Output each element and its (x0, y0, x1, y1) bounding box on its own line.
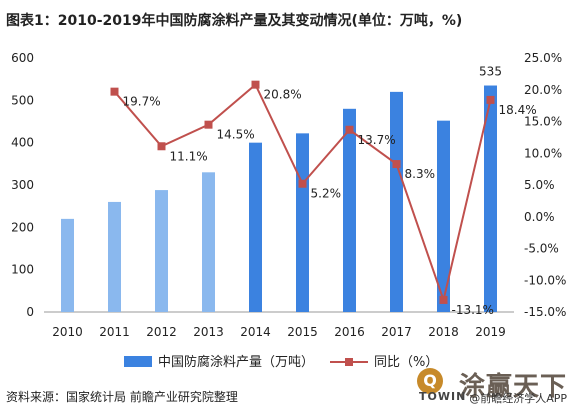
brand-logo-text: TOWIN (419, 390, 467, 403)
brand-watermark: Q 涂赢天下 TOWIN @前瞻经济学人APP (417, 366, 567, 414)
bar-2017 (390, 91, 403, 312)
x-tick-label: 2013 (193, 325, 224, 339)
x-tick-label: 2016 (334, 325, 365, 339)
y-left-tick-label: 500 (11, 93, 34, 107)
growth-point-2011 (110, 87, 119, 96)
growth-point-2013 (204, 120, 213, 129)
y-left-tick-label: 200 (11, 220, 34, 234)
bar-2014 (249, 142, 262, 312)
bar-2015 (296, 133, 309, 312)
growth-data-label: 19.7% (123, 95, 161, 109)
y-left-tick-label: 600 (11, 51, 34, 65)
x-tick-label: 2011 (99, 325, 130, 339)
growth-data-label: 13.7% (358, 133, 396, 147)
bar-2010 (61, 218, 74, 312)
y-left-tick-label: 300 (11, 178, 34, 192)
legend-bar-label: 中国防腐涂料产量（万吨） (158, 354, 314, 370)
x-tick-label: 2019 (475, 325, 506, 339)
growth-point-2012 (157, 142, 166, 151)
source-note: 资料来源：国家统计局 前瞻产业研究院整理 (6, 390, 238, 404)
y-right-tick-label: -15.0% (524, 305, 566, 319)
growth-point-2014 (251, 80, 260, 89)
chart-title: 图表1：2010-2019年中国防腐涂料产量及其变动情况(单位：万吨，%) (6, 13, 463, 29)
brand-name: 涂赢天下 (458, 372, 567, 402)
bar-2011 (108, 201, 121, 312)
y-left-tick-label: 0 (26, 305, 34, 319)
y-right-tick-label: 25.0% (524, 51, 562, 65)
x-tick-label: 2014 (240, 325, 271, 339)
legend-bar-swatch (124, 356, 152, 367)
bar-2018 (437, 120, 450, 312)
y-right-tick-label: -10.0% (524, 273, 566, 287)
growth-point-2017 (392, 160, 401, 169)
growth-data-label: 14.5% (217, 128, 255, 142)
y-right-tick-label: 10.0% (524, 146, 562, 160)
x-tick-label: 2015 (287, 325, 318, 339)
y-right-tick-label: 5.0% (524, 178, 555, 192)
legend-line-marker (345, 358, 353, 366)
y-right-tick-label: 15.0% (524, 115, 562, 129)
growth-data-label: -13.1% (452, 303, 494, 317)
growth-point-2019 (486, 95, 495, 104)
x-tick-label: 2012 (146, 325, 177, 339)
y-right-tick-label: 0.0% (524, 210, 555, 224)
growth-data-label: 18.4% (499, 103, 537, 117)
x-tick-label: 2018 (428, 325, 459, 339)
x-tick-label: 2010 (52, 325, 83, 339)
x-tick-label: 2017 (381, 325, 412, 339)
brand-logo-icon: Q (417, 368, 443, 394)
y-left-tick-label: 400 (11, 136, 34, 150)
bar-2012 (155, 190, 168, 312)
bar-2016 (343, 108, 356, 312)
growth-data-label: 8.3% (405, 167, 436, 181)
bar-2019 (484, 85, 497, 313)
growth-data-label: 5.2% (311, 187, 342, 201)
growth-point-2016 (345, 125, 354, 134)
growth-data-label: 20.8% (264, 88, 302, 102)
y-right-tick-label: -5.0% (524, 242, 559, 256)
bar-data-label: 535 (479, 65, 502, 79)
y-right-tick-label: 20.0% (524, 83, 562, 97)
growth-data-label: 11.1% (170, 149, 208, 163)
growth-point-2015 (298, 179, 307, 188)
growth-point-2018 (439, 295, 448, 304)
legend-line-label: 同比（%） (374, 355, 438, 370)
brand-sub: @前瞻经济学人APP (469, 392, 567, 405)
bar-2013 (202, 172, 215, 312)
y-left-tick-label: 100 (11, 263, 34, 277)
